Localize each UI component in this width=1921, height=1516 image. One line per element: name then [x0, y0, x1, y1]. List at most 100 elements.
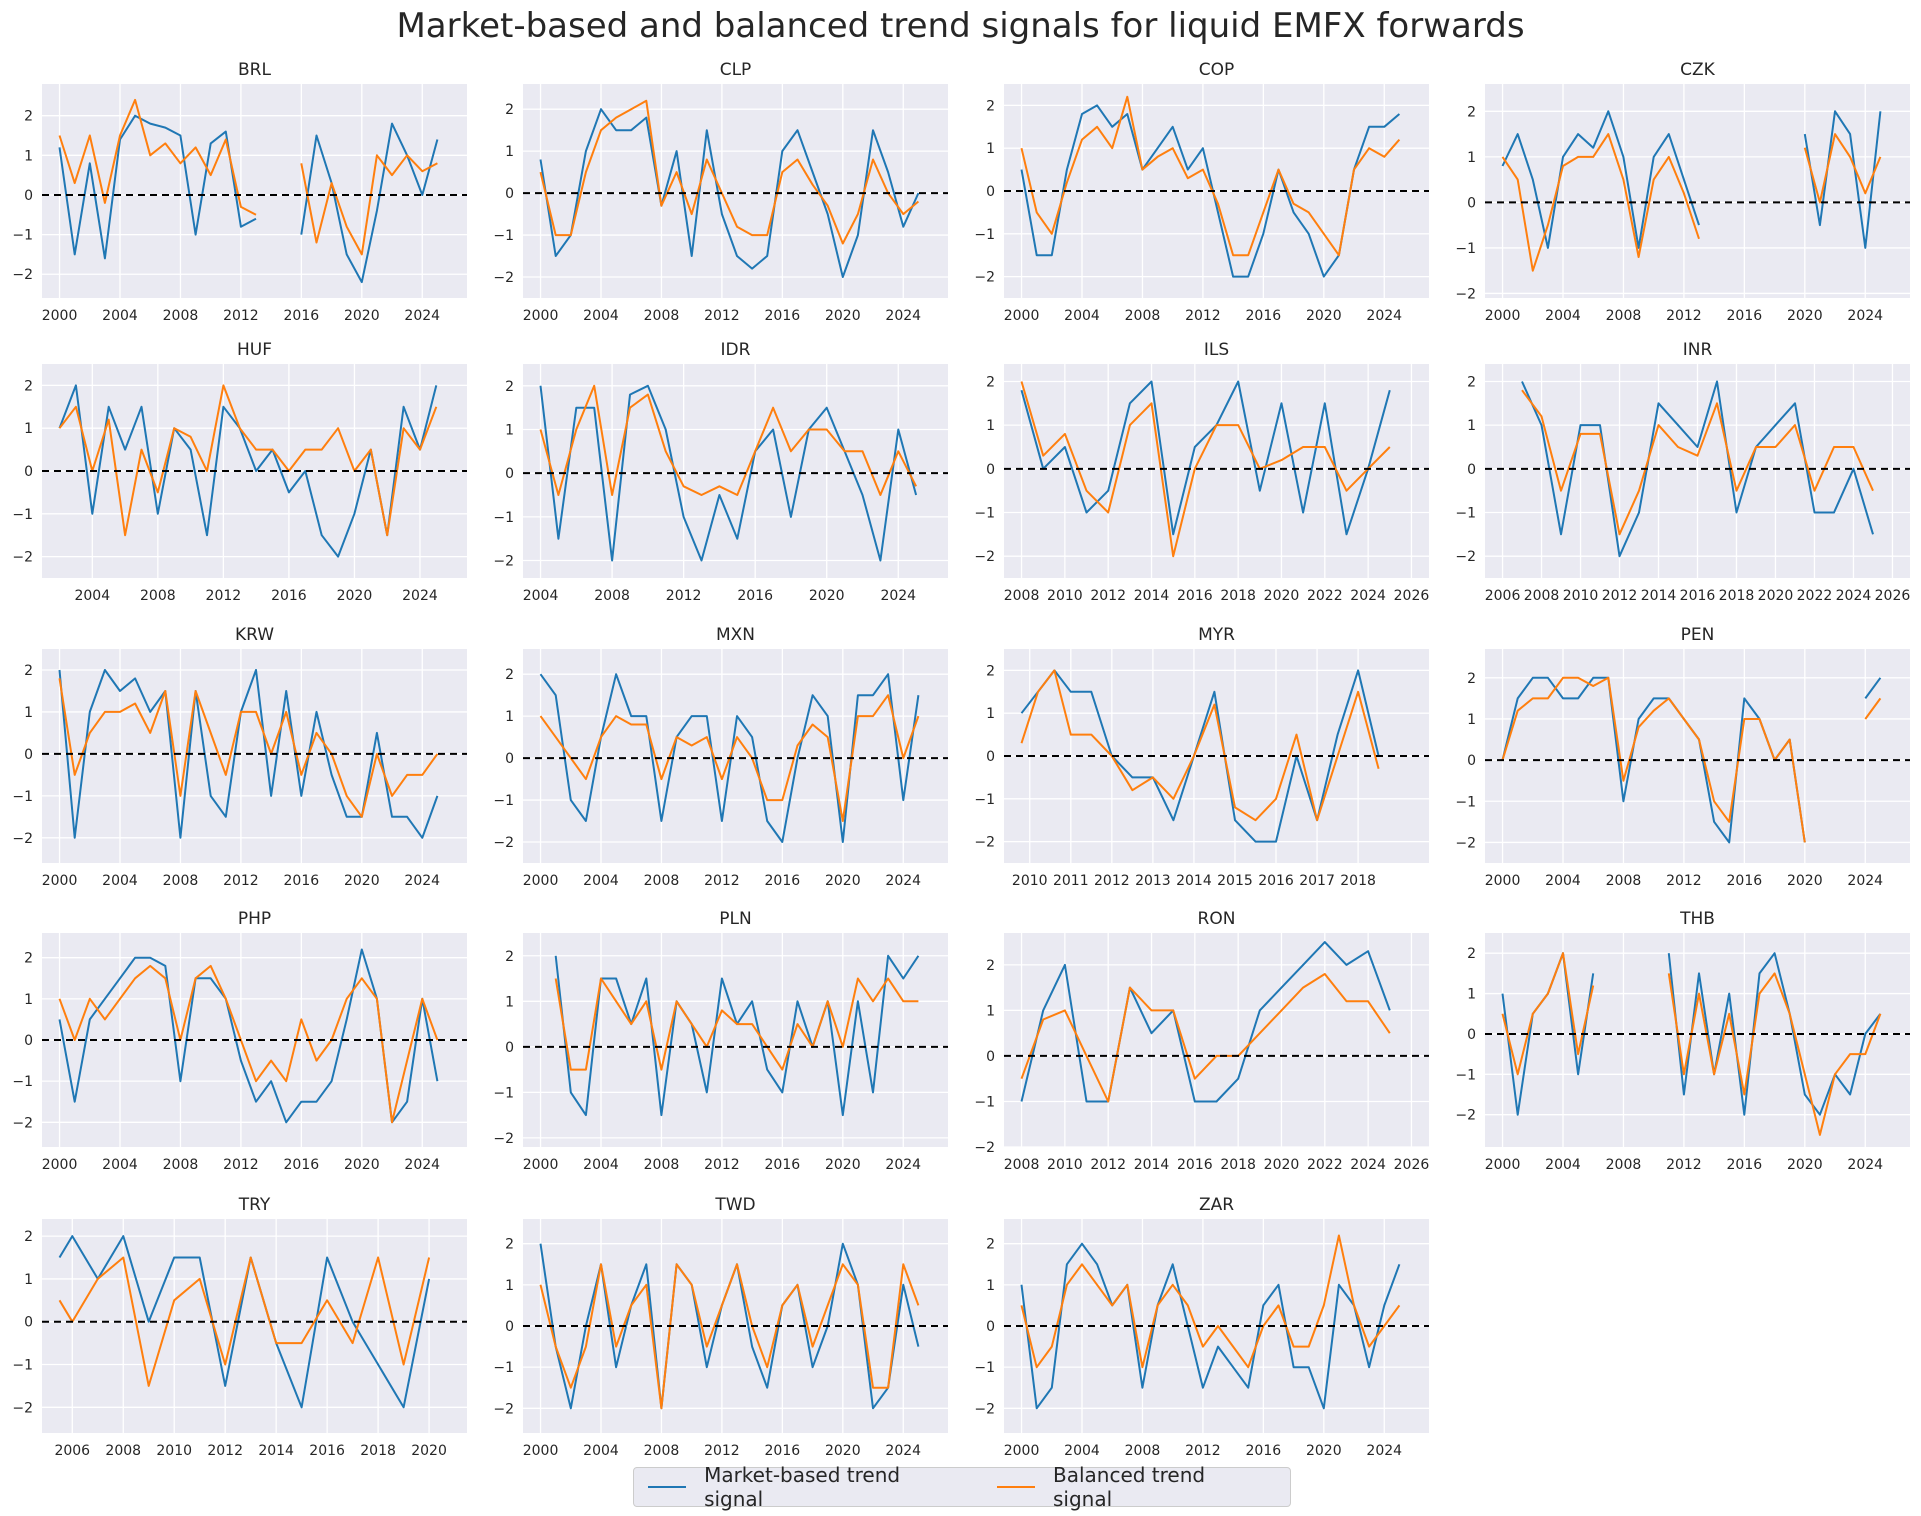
balanced-series-line — [1521, 389, 1874, 536]
axes-background — [1485, 84, 1910, 298]
x-tick-label: 2020 — [825, 1157, 861, 1173]
y-tick-label: 2 — [505, 667, 514, 683]
y-tick-label: −1 — [1455, 505, 1476, 521]
balanced-series-line — [58, 98, 438, 256]
x-tick-label: 2016 — [1727, 1157, 1763, 1173]
y-tick-label: −1 — [12, 228, 33, 244]
x-tick-label: 2014 — [1176, 873, 1212, 889]
panel-title: ILS — [1204, 340, 1229, 360]
x-tick-label: 2016 — [1177, 1157, 1213, 1173]
balanced-series-line — [1020, 381, 1391, 558]
y-tick-label: 2 — [986, 958, 995, 974]
y-tick-label: 2 — [1467, 671, 1476, 687]
x-tick-label: 2012 — [223, 1157, 259, 1173]
x-tick-label: 2011 — [1053, 873, 1089, 889]
y-tick-label: 1 — [986, 1003, 995, 1019]
y-tick-label: 0 — [986, 749, 995, 765]
y-tick-label: 2 — [24, 378, 33, 394]
x-tick-label: 2020 — [1264, 588, 1300, 604]
balanced-series-line — [1020, 95, 1401, 257]
y-tick-label: 1 — [24, 992, 33, 1008]
y-tick-label: 1 — [505, 144, 514, 160]
x-tick-label: 2000 — [42, 873, 78, 889]
x-tick-label: 2020 — [825, 308, 861, 324]
x-tick-label: 2012 — [206, 588, 242, 604]
panel-title: CLP — [720, 60, 752, 80]
x-tick-label: 2014 — [1641, 588, 1677, 604]
y-tick-label: −2 — [974, 549, 995, 565]
y-tick-label: 2 — [986, 374, 995, 390]
x-tick-label: 2024 — [404, 308, 440, 324]
balanced-series-line — [58, 678, 439, 818]
x-tick-label: 2012 — [704, 1443, 740, 1459]
legend: Market-based trend signal Balanced trend… — [633, 1463, 1291, 1511]
y-tick-label: −1 — [1455, 794, 1476, 810]
y-tick-label: 0 — [986, 1319, 995, 1335]
y-tick-label: −1 — [493, 228, 514, 244]
y-tick-label: −1 — [493, 510, 514, 526]
x-tick-label: 2020 — [344, 308, 380, 324]
x-tick-label: 2020 — [1758, 588, 1794, 604]
y-tick-label: 1 — [1467, 987, 1476, 1003]
x-tick-label: 2008 — [163, 1157, 199, 1173]
y-tick-label: −2 — [493, 554, 514, 570]
y-tick-label: −2 — [12, 550, 33, 566]
x-tick-label: 2006 — [1485, 588, 1521, 604]
y-tick-label: 1 — [986, 141, 995, 157]
x-tick-label: 2004 — [583, 1443, 619, 1459]
x-tick-label: 2000 — [523, 1157, 559, 1173]
x-tick-label: 2024 — [885, 308, 921, 324]
panel-title: MXN — [716, 625, 755, 645]
y-tick-label: −2 — [1455, 549, 1476, 565]
y-tick-label: −1 — [974, 792, 995, 808]
x-tick-label: 2024 — [885, 873, 921, 889]
y-tick-label: 2 — [1467, 946, 1476, 962]
x-tick-label: 2016 — [765, 873, 801, 889]
x-tick-label: 2016 — [1246, 1443, 1282, 1459]
panel-title: BRL — [238, 60, 271, 80]
panel-czk: 2000 2004 2008 2012 2016 2020 2024 −2 −1 0 1 2 CZK — [1455, 60, 1910, 324]
y-tick-label: 0 — [1467, 753, 1476, 769]
balanced-series-line — [554, 977, 919, 1071]
y-tick-label: 2 — [505, 949, 514, 965]
x-tick-label: 2024 — [1847, 873, 1883, 889]
x-tick-label: 2008 — [1524, 588, 1560, 604]
x-tick-label: 2012 — [1185, 1443, 1221, 1459]
panel-brl: 2000 2004 2008 2012 2016 2020 2024 −2 −1 0 1 2 BRL — [12, 60, 467, 324]
x-tick-label: 2016 — [737, 588, 773, 604]
y-tick-label: 2 — [986, 663, 995, 679]
x-tick-label: 2024 — [404, 873, 440, 889]
x-tick-label: 2004 — [74, 588, 110, 604]
x-tick-label: 2008 — [1125, 1443, 1161, 1459]
y-tick-label: 2 — [24, 109, 33, 125]
y-tick-label: −2 — [493, 1401, 514, 1417]
y-tick-label: 0 — [986, 184, 995, 200]
y-tick-label: −2 — [12, 831, 33, 847]
market-based-series-line — [58, 669, 439, 839]
x-tick-label: 2004 — [1064, 1443, 1100, 1459]
panel-title: CZK — [1680, 60, 1716, 80]
x-tick-label: 2024 — [402, 588, 438, 604]
x-tick-label: 2010 — [1012, 873, 1048, 889]
x-tick-label: 2022 — [1797, 588, 1833, 604]
y-tick-label: 1 — [505, 994, 514, 1010]
legend-swatch-market — [648, 1486, 687, 1488]
panel-title: IDR — [721, 340, 751, 360]
y-tick-label: −1 — [12, 507, 33, 523]
y-tick-label: −1 — [1455, 1067, 1476, 1083]
y-tick-label: −2 — [974, 1140, 995, 1156]
y-tick-label: 1 — [24, 705, 33, 721]
x-tick-label: 2014 — [1134, 588, 1170, 604]
balanced-series-line — [58, 964, 439, 1124]
panel-title: HUF — [237, 340, 272, 360]
x-tick-label: 2004 — [1545, 1157, 1581, 1173]
y-tick-label: 1 — [986, 706, 995, 722]
y-tick-label: 2 — [24, 1229, 33, 1245]
y-tick-label: −2 — [493, 835, 514, 851]
x-tick-label: 2020 — [1787, 308, 1823, 324]
x-tick-label: 2020 — [825, 873, 861, 889]
y-tick-label: 2 — [505, 379, 514, 395]
x-tick-label: 2004 — [583, 1157, 619, 1173]
panel-clp: 2000 2004 2008 2012 2016 2020 2024 −2 −1 0 1 2 CLP — [493, 60, 948, 324]
x-tick-label: 2024 — [1366, 308, 1402, 324]
